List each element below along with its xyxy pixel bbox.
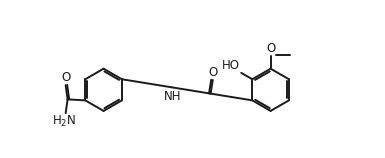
Text: O: O <box>266 42 275 55</box>
Text: H$_2$N: H$_2$N <box>52 114 76 129</box>
Text: HO: HO <box>222 59 240 72</box>
Text: O: O <box>61 71 70 84</box>
Text: NH: NH <box>164 90 181 103</box>
Text: O: O <box>208 66 218 79</box>
